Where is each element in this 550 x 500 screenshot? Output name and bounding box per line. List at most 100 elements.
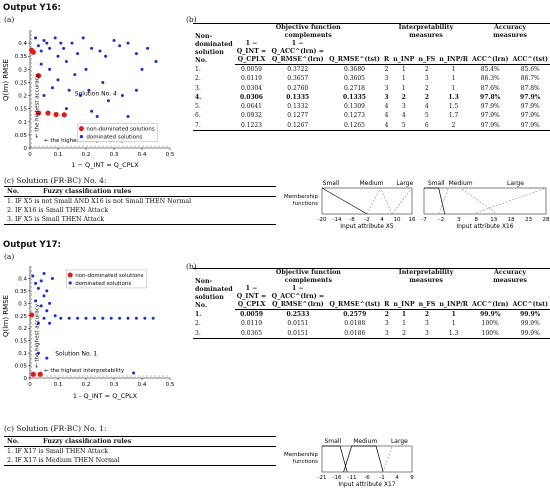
- y16-label-a: (a): [4, 15, 15, 24]
- dominated-point: [56, 78, 60, 82]
- table-cell: 97.8%: [480, 93, 501, 101]
- mf-set-label: Large: [507, 180, 524, 187]
- mf-curve: [343, 445, 384, 473]
- table-cell: 0.1332: [287, 103, 309, 111]
- table-cell: 3: [384, 320, 389, 328]
- mf-tick-label: -6: [364, 475, 370, 481]
- table-cell: 2: [424, 93, 429, 101]
- x-tick-label: 0.2: [82, 382, 91, 388]
- table-cell: 99.9%: [480, 311, 501, 318]
- table-cell: 87.6%: [480, 84, 500, 92]
- y16-output-title: Output Y16:: [3, 3, 61, 13]
- y-tick-label: 0.05: [15, 364, 28, 370]
- table-cell: 2: [424, 66, 429, 73]
- table-cell: 4: [384, 103, 389, 111]
- col-solution-header: Non-dominated solution No.: [193, 268, 235, 310]
- table-cell: 87.8%: [520, 84, 540, 92]
- dominated-point: [78, 94, 82, 98]
- table-cell: 1: [401, 84, 406, 92]
- mf-set-label: Large: [391, 438, 408, 445]
- table-cell: 2.: [195, 320, 201, 328]
- table-cell: 0.3605: [343, 75, 365, 83]
- table-cell: 0.1223: [234, 120, 269, 132]
- table-cell: 0.2718: [343, 84, 365, 92]
- mf-tick-label: 8: [475, 217, 479, 223]
- table-cell: 0.0059: [240, 311, 264, 318]
- rules-col-no: No.: [7, 438, 20, 445]
- mf-frame: [321, 445, 413, 473]
- y16-membership-x16: -7 -2 3 8 13 18 23 28 Input attribute X16 Small Me…: [421, 180, 550, 230]
- mf-tick-label: -16: [333, 475, 342, 481]
- dominated-point: [140, 67, 144, 71]
- table-cell: 97.9%: [520, 112, 540, 120]
- mf-tick-label: -2: [364, 217, 369, 223]
- x-tick-label: 0.4: [138, 152, 147, 158]
- dominated-point: [42, 94, 46, 98]
- mf-tick-label: -20: [318, 217, 327, 223]
- y-tick-label: 0.35: [15, 289, 28, 295]
- dominated-point: [132, 371, 136, 375]
- group-interpretability-header: Interpretability measures: [381, 23, 470, 40]
- table-cell: 3: [425, 320, 429, 328]
- dominated-point: [59, 316, 63, 320]
- table-cell: 4: [384, 112, 389, 120]
- dominated-point: [45, 41, 49, 45]
- rule-row: 1. IF X17 is Small THEN Attack: [7, 448, 109, 455]
- mf-ylabel: Membership: [284, 452, 319, 458]
- dominated-point: [118, 44, 122, 48]
- y17-table-body: 1. 0.0059 0.2533 0.2579 2 1 2 1 99.9% 99.9% 2. 0.01…: [193, 310, 550, 339]
- mf-tick-label: 4: [395, 475, 399, 481]
- table-cell: 1.3: [437, 328, 471, 339]
- dominated-point: [42, 294, 46, 298]
- col-r-header: R: [381, 40, 392, 65]
- table-cell: 86.3%: [480, 75, 500, 83]
- rules-col-rules: Fuzzy classification rules: [43, 188, 132, 195]
- dominated-point: [134, 88, 138, 92]
- dominated-point: [50, 276, 54, 280]
- dominated-point: [64, 107, 68, 111]
- y16-rules-table: No. Fuzzy classification rules 1. IF X5 i…: [4, 186, 276, 225]
- dominated-point: [67, 316, 71, 320]
- nondominated-point: [30, 371, 36, 377]
- table-cell: 3: [384, 84, 389, 92]
- dominated-point: [34, 36, 38, 40]
- table-cell: 7.: [193, 120, 235, 132]
- nondominated-point: [35, 110, 42, 116]
- x-tick-label: 0: [28, 382, 32, 388]
- table-cell: 100%: [470, 328, 511, 339]
- table-cell: 0.0304: [240, 84, 262, 92]
- y-tick-label: 0.1: [18, 351, 27, 357]
- table-cell: 0.1273: [343, 112, 365, 120]
- mf-tick-label: 23: [525, 217, 532, 223]
- table-cell: 3: [382, 328, 392, 339]
- mf-tick-label: -11: [348, 475, 357, 481]
- col-ninpr-header: n_INP/R: [437, 285, 471, 310]
- y-tick-label: 0.2: [18, 94, 27, 100]
- dominated-point: [101, 316, 105, 320]
- dominated-point: [36, 351, 40, 355]
- mf-tick-label: 9: [410, 475, 414, 481]
- dominated-point: [154, 59, 158, 63]
- table-cell: 0.0365: [234, 328, 269, 339]
- dominated-point: [84, 67, 88, 71]
- mf-xlabel: Input attribute X5: [340, 223, 394, 230]
- table-row: 3. 0.0365 0.0151 0.0186 3 2 3 1.3 100% 99.9%: [193, 328, 550, 339]
- mf-curve: [472, 187, 547, 215]
- mf-ylabel: functions: [293, 459, 318, 465]
- dominated-point: [48, 67, 52, 71]
- group-objective-header: Objective function complements: [234, 268, 383, 285]
- mf-tick-label: 10: [394, 217, 401, 223]
- annotation-solution: Solution No. 4: [75, 91, 117, 98]
- mf-xlabel: Input attribute X17: [338, 481, 395, 488]
- mf-tick-label: -21: [318, 475, 327, 481]
- col-r-header: R: [382, 285, 392, 310]
- table-cell: 99.9%: [510, 328, 550, 339]
- table-cell: 0.1309: [343, 103, 365, 111]
- mf-tick-label: -2: [439, 217, 444, 223]
- table-cell: 3: [384, 75, 389, 83]
- table-cell: 0.3722: [287, 66, 309, 73]
- dominated-point: [36, 286, 40, 290]
- table-row: 2. 0.0119 0.3657 0.3605 3 1 3 1 86.3% 86.7%: [193, 74, 550, 83]
- y-tick-label: 0.25: [15, 80, 28, 86]
- dominated-point: [48, 46, 52, 50]
